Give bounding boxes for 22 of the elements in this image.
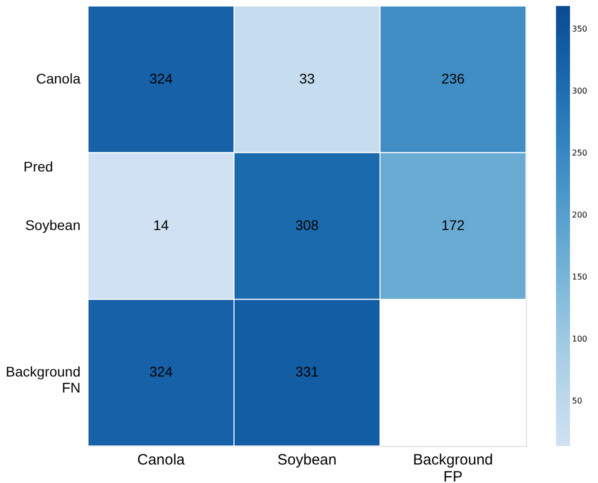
- color-bar-label: 250: [572, 148, 588, 158]
- data-label: 324: [149, 70, 173, 86]
- color-bar-label: 150: [572, 272, 588, 282]
- data-label: 331: [295, 364, 319, 380]
- color-bar-label: 100: [572, 334, 588, 344]
- color-bar-label: 50: [572, 396, 582, 406]
- x-tick-label: Soybean: [277, 452, 337, 468]
- x-tick-label: Canola: [137, 452, 186, 468]
- y-tick-label: Canola: [36, 70, 81, 86]
- data-label: 308: [295, 217, 319, 233]
- y-tick-label: Background FN: [6, 364, 80, 396]
- color-bar-label: 350: [572, 24, 588, 34]
- y-axis-title: Pred: [24, 158, 54, 174]
- data-label: 33: [299, 70, 315, 86]
- data-label: 172: [441, 217, 465, 233]
- color-bar-label: 200: [572, 210, 588, 220]
- data-label: 236: [441, 70, 465, 86]
- data-label: 14: [153, 217, 169, 233]
- x-tick-label: Background FP: [412, 452, 494, 483]
- color-bar-label: 300: [572, 86, 588, 96]
- y-tick-label: Soybean: [25, 217, 80, 233]
- data-label: 324: [149, 364, 173, 380]
